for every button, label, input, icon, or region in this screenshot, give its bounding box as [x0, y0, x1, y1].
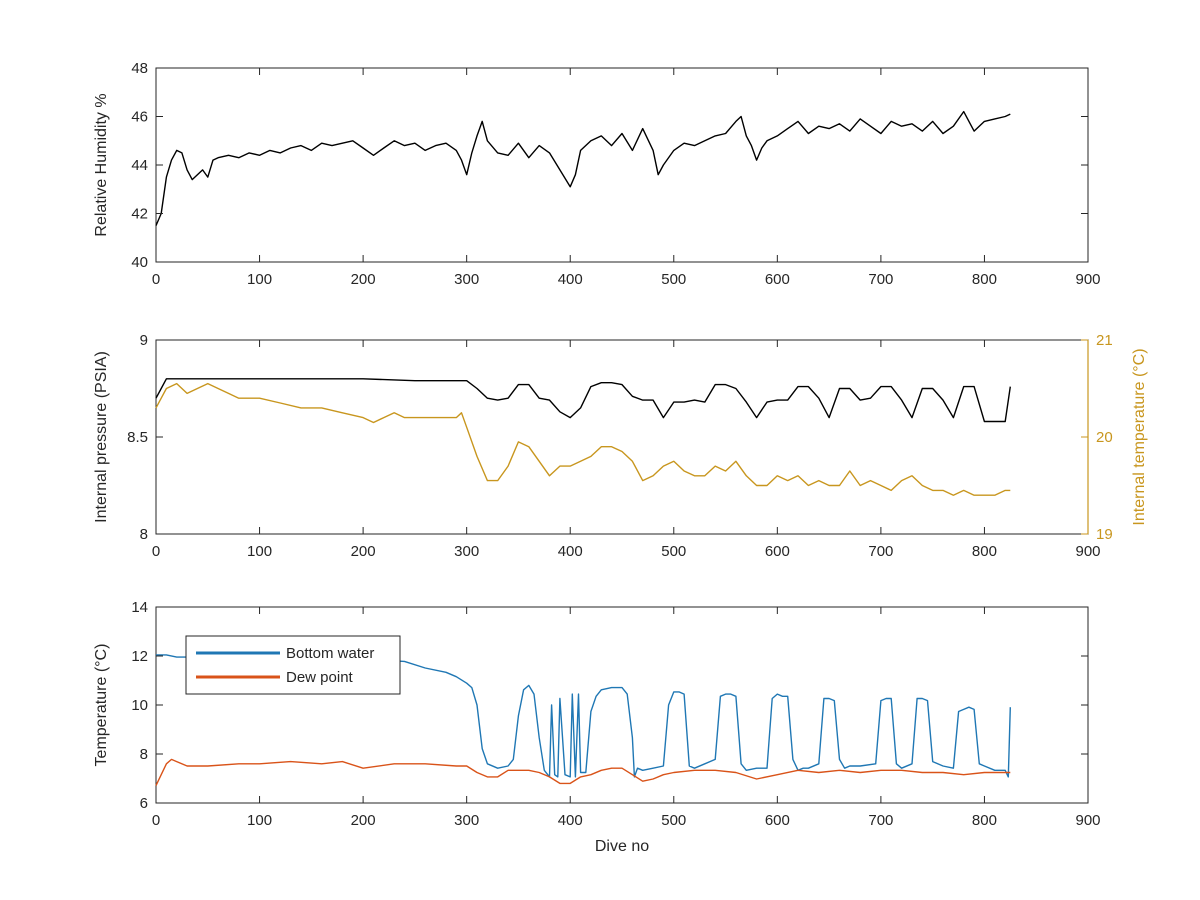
- x-tick-label: 700: [868, 271, 893, 288]
- y-right-tick-label: 21: [1096, 332, 1113, 349]
- y-tick-label: 8: [140, 526, 148, 543]
- series-line-1: [155, 110, 1011, 226]
- y-tick-label: 46: [131, 109, 148, 126]
- y-tick-label: 6: [140, 795, 148, 812]
- x-tick-label: 800: [972, 812, 997, 829]
- x-tick-label: 600: [765, 271, 790, 288]
- x-tick-label: 300: [454, 543, 479, 560]
- series-line-1: [156, 654, 1011, 778]
- x-tick-label: 700: [868, 812, 893, 829]
- x-tick-label: 500: [661, 543, 686, 560]
- y-axis-label: Internal pressure (PSIA): [93, 351, 110, 523]
- panel-2: 0 100 200 300 400 500 600 700 800 900 8 8.5 9 19 20 21 I…: [93, 332, 1148, 560]
- x-tick-label: 900: [1075, 812, 1100, 829]
- x-tick-label: 400: [558, 812, 583, 829]
- x-tick-label: 0: [152, 543, 160, 560]
- y-tick-label: 9: [140, 332, 148, 349]
- legend-label: Dew point: [286, 669, 354, 686]
- x-tick-label: 200: [351, 812, 376, 829]
- y-tick-label: 14: [131, 599, 148, 616]
- x-tick-label: 100: [247, 812, 272, 829]
- legend-box: [185, 635, 401, 695]
- y-tick-label: 40: [131, 254, 148, 271]
- x-tick-label: 800: [972, 271, 997, 288]
- y-axis-right-label: Internal temperature (°C): [1131, 348, 1148, 525]
- y-right-tick-label: 19: [1096, 526, 1113, 543]
- legend-label: Bottom water: [286, 645, 374, 662]
- y-axis-label: Temperature (°C): [93, 644, 110, 767]
- x-tick-label: 200: [351, 543, 376, 560]
- series-line-2: [155, 382, 1011, 496]
- x-tick-label: 200: [351, 271, 376, 288]
- y-tick-label: 8: [140, 746, 148, 763]
- series-line-2: [155, 758, 1011, 786]
- panel-1: 0 100 200 300 400 500 600 700 800 900 40 42 44 46 48 Re…: [93, 60, 1101, 288]
- y-tick-label: 42: [131, 206, 148, 223]
- series-line-1: [155, 378, 1011, 423]
- x-tick-label: 100: [247, 271, 272, 288]
- x-axis-label: Dive no: [595, 838, 649, 855]
- plot-frame: [155, 339, 1089, 535]
- x-tick-label: 400: [558, 543, 583, 560]
- panels: 0 100 200 300 400 500 600 700 800 9004042444648Re…: [93, 60, 1148, 855]
- legend: Bottom water Dew point: [185, 635, 401, 695]
- y-tick-label: 8.5: [127, 429, 148, 446]
- x-tick-label: 700: [868, 543, 893, 560]
- x-tick-label: 800: [972, 543, 997, 560]
- x-tick-label: 300: [454, 271, 479, 288]
- x-tick-label: 500: [661, 271, 686, 288]
- y-axis-label: Relative Humidity %: [93, 93, 110, 236]
- x-tick-label: 0: [152, 271, 160, 288]
- y-tick-label: 12: [131, 648, 148, 665]
- panel-3: 0 100 200 300 400 500 600 700 800 900 6 8 10 12 14 Temp…: [93, 599, 1101, 855]
- x-tick-label: 900: [1075, 543, 1100, 560]
- x-tick-label: 100: [247, 543, 272, 560]
- x-tick-label: 600: [765, 543, 790, 560]
- y-right-tick-label: 20: [1096, 429, 1113, 446]
- y-tick-label: 44: [131, 157, 148, 174]
- x-tick-label: 300: [454, 812, 479, 829]
- plot-frame: [155, 67, 1089, 263]
- y-tick-label: 48: [131, 60, 148, 77]
- x-tick-label: 900: [1075, 271, 1100, 288]
- y-tick-label: 10: [131, 697, 148, 714]
- x-tick-label: 500: [661, 812, 686, 829]
- x-tick-label: 600: [765, 812, 790, 829]
- x-tick-label: 400: [558, 271, 583, 288]
- x-tick-label: 0: [152, 812, 160, 829]
